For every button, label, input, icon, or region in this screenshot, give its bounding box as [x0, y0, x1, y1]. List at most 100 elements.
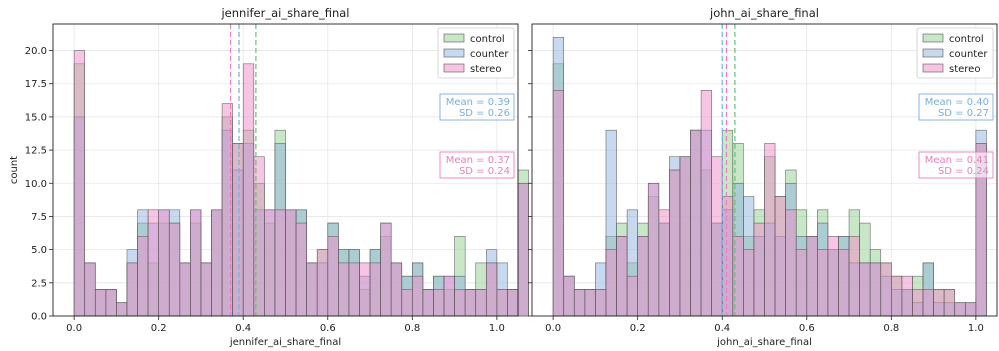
- bar-stereo: [764, 143, 776, 317]
- bar-stereo: [507, 289, 519, 317]
- bar-stereo: [126, 262, 138, 317]
- x-tick-label: 0.0: [66, 323, 82, 334]
- stat-sd-stereo: SD = 0.24: [938, 166, 989, 177]
- x-axis-label: john_ai_share_final: [716, 337, 812, 348]
- bar-stereo: [964, 302, 977, 317]
- bar-stereo: [179, 262, 191, 317]
- stat-sd-stereo: SD = 0.24: [459, 166, 510, 177]
- y-tick-label: 0.0: [31, 312, 47, 323]
- bar-stereo: [116, 302, 128, 317]
- bar-stereo: [211, 209, 223, 317]
- legend-swatch-control: [443, 33, 465, 43]
- plot-frame: [52, 23, 519, 317]
- bar-stereo: [806, 236, 818, 317]
- plot-frame: [531, 23, 998, 317]
- bar-stereo: [475, 289, 487, 317]
- bar-stereo: [785, 209, 797, 317]
- bar-stereo: [795, 249, 808, 317]
- stat-box-stereo: [439, 151, 515, 179]
- legend-label-control: control: [949, 34, 984, 45]
- bar-stereo: [412, 275, 424, 317]
- bar-stereo: [73, 50, 86, 317]
- bar-stereo: [485, 262, 498, 317]
- bar-stereo: [753, 222, 765, 317]
- bar-stereo: [168, 222, 181, 317]
- y-tick-label: 2.5: [31, 278, 47, 289]
- bar-stereo: [454, 289, 466, 317]
- bar-stereo: [232, 143, 244, 317]
- bar-stereo: [616, 236, 628, 317]
- chart-title: jennifer_ai_share_final: [220, 6, 349, 20]
- y-axis-label: count: [9, 156, 20, 184]
- bar-stereo: [105, 289, 117, 317]
- legend-swatch-counter: [922, 48, 944, 58]
- bar-stereo: [348, 262, 360, 317]
- chart-panel-2: 0.0 0.2 0.4 0.6 0.8 1.0john_ai_share_finaljoh…: [528, 6, 998, 348]
- bar-stereo: [605, 249, 617, 317]
- bar-stereo: [200, 262, 212, 317]
- bar-stereo: [859, 262, 871, 317]
- bar-stereo: [84, 262, 96, 317]
- bar-stereo: [190, 209, 202, 317]
- bar-stereo: [933, 289, 945, 317]
- bar-stereo: [327, 236, 339, 317]
- x-tick-label: 0.2: [630, 323, 646, 334]
- bar-stereo: [880, 262, 892, 317]
- bar-stereo: [147, 209, 159, 317]
- y-tick-label: 10.0: [25, 179, 47, 190]
- stat-box-stereo: [918, 151, 994, 179]
- chart-title: john_ai_share_final: [709, 6, 819, 20]
- bar-stereo: [869, 262, 882, 317]
- bar-stereo: [464, 289, 477, 317]
- y-tick-label: 5.0: [31, 245, 47, 256]
- bar-stereo: [690, 129, 702, 317]
- stat-sd-counter: SD = 0.26: [459, 108, 510, 119]
- bar-stereo: [848, 236, 860, 317]
- bar-stereo: [721, 196, 734, 317]
- bar-stereo: [827, 236, 839, 317]
- bar-stereo: [817, 249, 829, 317]
- bar-stereo: [584, 289, 596, 317]
- x-tick-label: 0.8: [883, 323, 899, 334]
- bar-stereo: [422, 289, 434, 317]
- bar-stereo: [669, 169, 681, 317]
- bar-stereo: [401, 289, 413, 317]
- y-tick-label: 20.0: [25, 46, 47, 57]
- bar-stereo: [552, 90, 565, 317]
- bar-stereo: [380, 222, 392, 317]
- bar-stereo: [295, 222, 307, 317]
- x-tick-label: 1.0: [968, 323, 984, 334]
- x-tick-label: 0.0: [545, 323, 561, 334]
- legend-label-control: control: [470, 34, 505, 45]
- bar-stereo: [338, 262, 350, 317]
- legend-label-stereo: stereo: [470, 64, 501, 75]
- bar-stereo: [595, 289, 607, 317]
- bar-stereo: [306, 262, 318, 317]
- chart-panel-1: 0.0 0.2 0.4 0.6 0.8 1.0 0.0 2.5 5.0 7.5 10.0 12.5 15…: [9, 6, 529, 348]
- bar-stereo: [711, 156, 723, 317]
- legend-label-counter: counter: [470, 49, 509, 60]
- x-tick-label: 0.8: [404, 323, 420, 334]
- y-tick-label: 12.5: [25, 146, 47, 157]
- bar-stereo: [433, 289, 445, 317]
- bar-stereo: [242, 63, 255, 317]
- bar-stereo: [637, 236, 649, 317]
- bar-stereo: [891, 275, 903, 317]
- bar-stereo: [647, 182, 660, 317]
- bar-stereo: [390, 262, 403, 317]
- stat-mean-stereo: Mean = 0.41: [925, 155, 989, 166]
- y-tick-label: 17.5: [25, 79, 47, 90]
- legend-label-counter: counter: [949, 49, 988, 60]
- stat-box-counter: [439, 93, 515, 121]
- bar-stereo: [94, 289, 107, 317]
- bar-stereo: [943, 289, 956, 317]
- bar-stereo: [573, 289, 586, 317]
- bar-stereo: [496, 289, 508, 317]
- x-tick-label: 0.2: [151, 323, 167, 334]
- legend-swatch-stereo: [443, 63, 465, 73]
- bar-stereo: [838, 249, 850, 317]
- x-tick-label: 0.4: [714, 323, 730, 334]
- bar-stereo: [158, 209, 170, 317]
- legend-label-stereo: stereo: [949, 64, 980, 75]
